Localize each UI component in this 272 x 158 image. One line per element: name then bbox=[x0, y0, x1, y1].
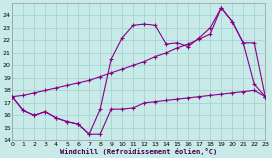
X-axis label: Windchill (Refroidissement éolien,°C): Windchill (Refroidissement éolien,°C) bbox=[60, 148, 217, 155]
